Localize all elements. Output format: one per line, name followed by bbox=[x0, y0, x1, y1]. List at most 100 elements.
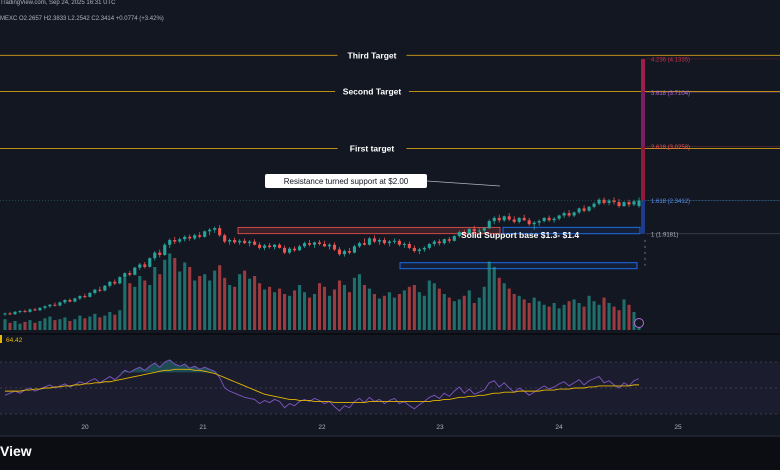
event-marker-icon[interactable] bbox=[634, 318, 644, 328]
candle-33[interactable] bbox=[168, 240, 172, 245]
candle-107[interactable] bbox=[537, 221, 541, 223]
candle-19[interactable] bbox=[98, 289, 102, 291]
candle-120[interactable] bbox=[602, 199, 606, 203]
candle-111[interactable] bbox=[557, 215, 561, 219]
candle-102[interactable] bbox=[512, 219, 516, 222]
candle-56[interactable] bbox=[283, 247, 287, 253]
candle-118[interactable] bbox=[592, 203, 596, 207]
candle-50[interactable] bbox=[253, 241, 257, 245]
candle-116[interactable] bbox=[582, 208, 586, 211]
candle-66[interactable] bbox=[332, 244, 337, 250]
candle-88[interactable] bbox=[442, 239, 446, 244]
candle-8[interactable] bbox=[43, 306, 47, 308]
candle-49[interactable] bbox=[248, 241, 252, 244]
candle-91[interactable] bbox=[457, 232, 461, 237]
candle-104[interactable] bbox=[522, 217, 526, 221]
candle-75[interactable] bbox=[377, 240, 381, 242]
candle-14[interactable] bbox=[73, 298, 77, 302]
candle-64[interactable] bbox=[322, 243, 327, 247]
candle-83[interactable] bbox=[417, 249, 421, 252]
candle-47[interactable] bbox=[238, 240, 242, 243]
candle-106[interactable] bbox=[532, 222, 536, 225]
candle-84[interactable] bbox=[422, 247, 426, 250]
candle-41[interactable] bbox=[208, 229, 212, 232]
candle-115[interactable] bbox=[577, 208, 581, 213]
candle-79[interactable] bbox=[397, 240, 401, 245]
candle-23[interactable] bbox=[118, 277, 122, 284]
candle-1[interactable] bbox=[8, 313, 12, 315]
candle-54[interactable] bbox=[273, 244, 277, 248]
candle-94[interactable] bbox=[472, 228, 476, 232]
candle-127[interactable] bbox=[637, 200, 641, 207]
candle-101[interactable] bbox=[507, 216, 511, 220]
candle-0[interactable] bbox=[3, 313, 7, 315]
candle-35[interactable] bbox=[178, 239, 182, 242]
candle-74[interactable] bbox=[372, 238, 376, 242]
candle-27[interactable] bbox=[138, 264, 142, 268]
candle-26[interactable] bbox=[133, 267, 137, 275]
candle-78[interactable] bbox=[392, 240, 396, 242]
candle-24[interactable] bbox=[123, 273, 127, 278]
candle-45[interactable] bbox=[228, 240, 232, 242]
candle-109[interactable] bbox=[547, 217, 551, 221]
candle-71[interactable] bbox=[357, 243, 361, 247]
candle-7[interactable] bbox=[38, 307, 42, 311]
candle-100[interactable] bbox=[502, 216, 506, 221]
candle-59[interactable] bbox=[297, 246, 302, 251]
candle-92[interactable] bbox=[462, 232, 466, 235]
candle-82[interactable] bbox=[412, 247, 416, 252]
candle-15[interactable] bbox=[78, 296, 82, 299]
candle-10[interactable] bbox=[53, 304, 57, 306]
candle-18[interactable] bbox=[93, 289, 97, 293]
candle-48[interactable] bbox=[243, 240, 247, 244]
candle-93[interactable] bbox=[467, 228, 471, 235]
candle-126[interactable] bbox=[632, 201, 636, 205]
candle-69[interactable] bbox=[347, 251, 352, 253]
candle-43[interactable] bbox=[218, 228, 222, 236]
candle-16[interactable] bbox=[83, 296, 87, 298]
candle-46[interactable] bbox=[233, 240, 237, 243]
candle-67[interactable] bbox=[337, 249, 342, 255]
candle-103[interactable] bbox=[517, 217, 521, 222]
candle-44[interactable] bbox=[223, 235, 227, 242]
candle-97[interactable] bbox=[487, 221, 491, 229]
candle-58[interactable] bbox=[292, 248, 297, 251]
candle-113[interactable] bbox=[567, 213, 571, 216]
candle-62[interactable] bbox=[312, 242, 317, 245]
candle-12[interactable] bbox=[63, 300, 67, 303]
candle-25[interactable] bbox=[128, 273, 132, 275]
candle-13[interactable] bbox=[68, 300, 72, 302]
candle-36[interactable] bbox=[183, 236, 187, 240]
candle-57[interactable] bbox=[288, 248, 292, 253]
candle-22[interactable] bbox=[113, 281, 117, 284]
candle-114[interactable] bbox=[572, 212, 576, 216]
candle-123[interactable] bbox=[617, 202, 621, 207]
candle-39[interactable] bbox=[198, 235, 202, 237]
candle-87[interactable] bbox=[437, 241, 441, 244]
candle-61[interactable] bbox=[307, 243, 312, 245]
candle-85[interactable] bbox=[427, 243, 431, 248]
candle-72[interactable] bbox=[362, 243, 366, 245]
candle-20[interactable] bbox=[103, 285, 107, 291]
candle-122[interactable] bbox=[612, 200, 616, 203]
candle-11[interactable] bbox=[58, 302, 62, 306]
candle-2[interactable] bbox=[13, 311, 17, 315]
candle-98[interactable] bbox=[492, 217, 496, 222]
candle-90[interactable] bbox=[452, 236, 456, 241]
candle-99[interactable] bbox=[497, 217, 501, 221]
candle-63[interactable] bbox=[317, 242, 322, 244]
candle-96[interactable] bbox=[482, 228, 486, 231]
candle-30[interactable] bbox=[153, 252, 157, 259]
candle-6[interactable] bbox=[33, 309, 37, 311]
candle-38[interactable] bbox=[193, 235, 197, 239]
candle-51[interactable] bbox=[258, 244, 262, 248]
candle-73[interactable] bbox=[367, 238, 371, 245]
candle-110[interactable] bbox=[552, 218, 556, 221]
candle-34[interactable] bbox=[173, 240, 177, 242]
candle-31[interactable] bbox=[158, 252, 162, 255]
candle-124[interactable] bbox=[622, 202, 626, 207]
candle-112[interactable] bbox=[562, 213, 566, 216]
candle-52[interactable] bbox=[263, 245, 267, 248]
candle-42[interactable] bbox=[213, 228, 217, 230]
